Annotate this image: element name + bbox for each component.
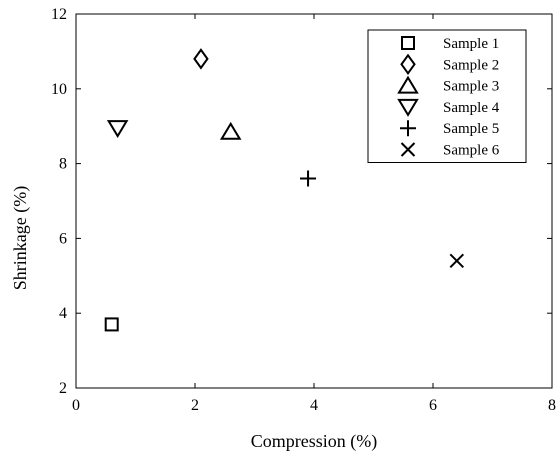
y-axis-label: Shrinkage (%) (10, 186, 31, 290)
legend-label: Sample 5 (443, 121, 499, 137)
y-tick-label: 4 (59, 305, 67, 322)
x-tick-label: 6 (429, 397, 437, 414)
y-tick-label: 12 (51, 6, 67, 23)
legend-marker-5 (400, 120, 416, 137)
data-point-sample-4 (106, 120, 129, 139)
x-tick-label: 8 (548, 397, 556, 414)
legend-label: Sample 6 (443, 143, 500, 159)
y-tick-label: 2 (59, 380, 67, 397)
x-tick-label: 0 (72, 397, 80, 414)
legend-marker-2 (400, 53, 416, 76)
legend-marker-4 (397, 98, 419, 117)
x-tick-label: 4 (310, 397, 318, 414)
data-point-sample-3 (219, 121, 242, 140)
data-point-sample-2 (193, 48, 209, 70)
data-point-sample-6 (449, 253, 465, 269)
legend-label: Sample 3 (443, 79, 499, 95)
legend-marker-1 (401, 36, 415, 50)
data-point-sample-1 (104, 317, 119, 332)
legend: Sample 1 Sample 2 Sample 3 Sample 4 Sample 5… (367, 29, 527, 163)
y-tick-label: 8 (59, 156, 67, 173)
x-axis-label: Compression (%) (251, 431, 377, 452)
data-point-sample-5 (300, 170, 317, 187)
legend-marker-3 (397, 75, 419, 94)
y-tick-label: 6 (59, 230, 67, 247)
x-tick-label: 2 (191, 397, 199, 414)
legend-label: Sample 2 (443, 57, 499, 73)
legend-box (367, 29, 527, 163)
legend-marker-6 (400, 142, 416, 157)
legend-label: Sample 1 (443, 36, 499, 52)
legend-label: Sample 4 (443, 100, 500, 116)
y-tick-label: 10 (51, 81, 67, 98)
